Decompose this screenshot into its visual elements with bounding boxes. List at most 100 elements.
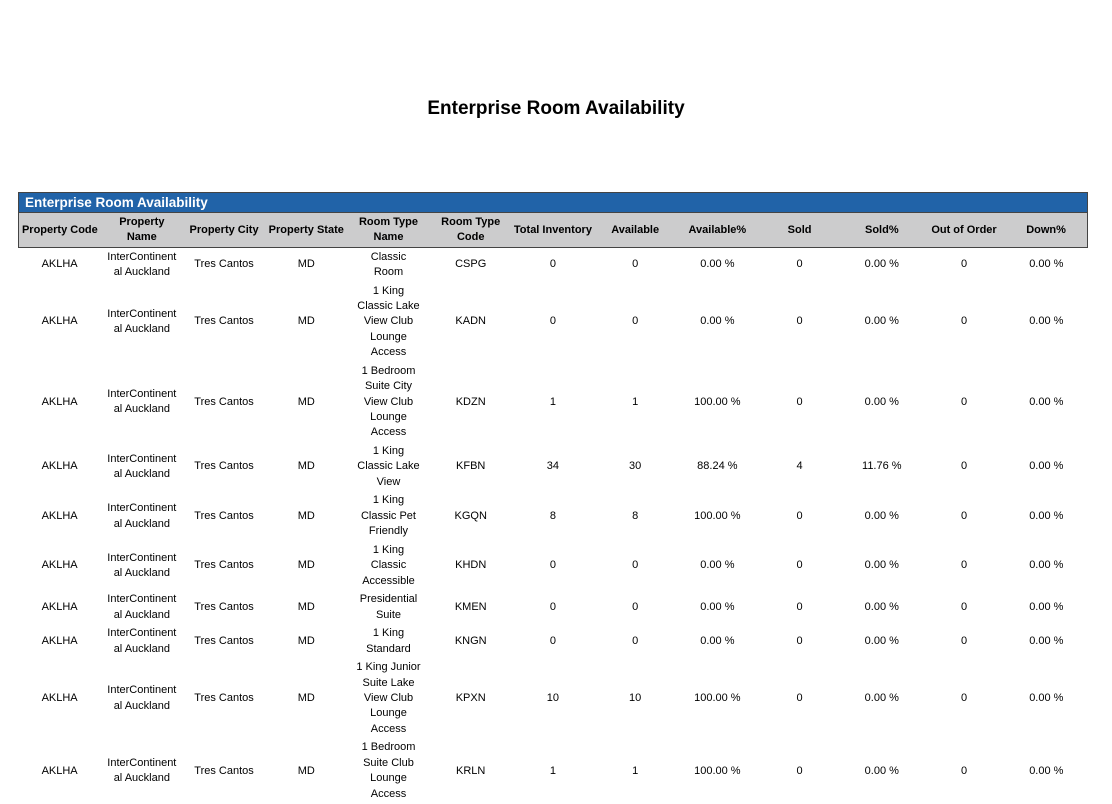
cell-property-city: Tres Cantos xyxy=(194,395,254,408)
cell-property-name: InterContinental Auckland xyxy=(101,739,183,804)
cell-available-pct: 100.00 % xyxy=(694,395,741,408)
cell-total-inventory: 0 xyxy=(549,559,556,572)
cell-total-inventory: 0 xyxy=(549,600,556,613)
cell-total-inventory: 0 xyxy=(549,258,556,271)
cell-property-city: Tres Cantos xyxy=(194,258,254,271)
cell-property-state: MD xyxy=(297,460,315,473)
cell-room-type-code: KPXN xyxy=(455,692,486,705)
cell-property-name: InterContinental Auckland xyxy=(101,282,183,362)
cell-property-state: MD xyxy=(297,764,315,777)
cell-sold: 0 xyxy=(796,764,803,777)
cell-down-pct: 0.00 % xyxy=(1029,692,1064,705)
cell-down-pct: 0.00 % xyxy=(1029,395,1064,408)
cell-out-of-order: 0 xyxy=(960,460,968,473)
cell-room-type-name: 1 King Classic Accessible xyxy=(347,541,429,590)
cell-property-code: AKLHA xyxy=(41,460,78,473)
cell-property-name: InterContinental Auckland xyxy=(101,625,183,659)
cell-room-type-code: KGQN xyxy=(454,509,487,522)
cell-property-state: MD xyxy=(297,559,315,572)
cell-sold: 0 xyxy=(796,258,803,271)
room-type-name-text: Classic Room xyxy=(370,250,407,278)
cell-property-state: MD xyxy=(297,634,315,647)
cell-property-code: AKLHA xyxy=(41,315,78,328)
cell-available: 8 xyxy=(632,509,639,522)
cell-property-name: InterContinental Auckland xyxy=(101,248,183,283)
cell-available: 0 xyxy=(632,634,639,647)
table-row: AKLHA InterContinental Auckland Tres Canto… xyxy=(19,659,1088,739)
column-header-property-city: Property City xyxy=(182,212,266,248)
cell-sold: 0 xyxy=(796,509,803,522)
column-header-out-of-order: Out of Order xyxy=(922,212,1006,248)
report-band-title: Enterprise Room Availability xyxy=(18,192,1088,212)
cell-available: 0 xyxy=(632,258,639,271)
table-row: AKLHA InterContinental Auckland Tres Canto… xyxy=(19,362,1088,442)
cell-room-type-name: 1 Bedroom Suite Club Lounge Access xyxy=(347,739,429,804)
cell-property-city: Tres Cantos xyxy=(194,692,254,705)
cell-down-pct: 0.00 % xyxy=(1029,315,1064,328)
table-row: AKLHA InterContinental Auckland Tres Canto… xyxy=(19,591,1088,625)
cell-sold-pct: 0.00 % xyxy=(864,764,899,777)
table-row: AKLHA InterContinental Auckland Tres Canto… xyxy=(19,282,1088,362)
cell-down-pct: 0.00 % xyxy=(1029,258,1064,271)
cell-down-pct: 0.00 % xyxy=(1029,600,1064,613)
cell-available: 1 xyxy=(632,395,639,408)
cell-room-type-code: KHDN xyxy=(455,559,487,572)
cell-total-inventory: 8 xyxy=(549,509,556,522)
cell-property-state: MD xyxy=(297,395,315,408)
cell-property-code: AKLHA xyxy=(41,559,78,572)
property-name-text: InterContinental Auckland xyxy=(107,593,177,621)
column-header-property-code: Property Code xyxy=(17,212,101,248)
cell-out-of-order: 0 xyxy=(960,395,968,408)
cell-property-city: Tres Cantos xyxy=(194,509,254,522)
cell-out-of-order: 0 xyxy=(960,258,968,271)
cell-out-of-order: 0 xyxy=(960,634,968,647)
room-type-name-text: 1 King Junior Suite Lake View Club Loung… xyxy=(356,661,421,735)
cell-room-type-name: Presidential Suite xyxy=(347,591,429,625)
column-header-available: Available xyxy=(594,212,677,248)
cell-sold: 4 xyxy=(796,460,803,473)
room-type-name-text: 1 King Classic Lake View xyxy=(357,445,420,488)
cell-room-type-name: 1 King Junior Suite Lake View Club Loung… xyxy=(347,659,429,739)
cell-sold: 0 xyxy=(796,692,803,705)
report-table-section: Enterprise Room Availability Property Co… xyxy=(17,192,1089,804)
cell-property-name: InterContinental Auckland xyxy=(101,659,183,739)
cell-property-state: MD xyxy=(297,315,315,328)
room-type-name-text: Presidential Suite xyxy=(359,593,418,621)
cell-out-of-order: 0 xyxy=(960,509,968,522)
cell-sold-pct: 0.00 % xyxy=(864,692,899,705)
cell-out-of-order: 0 xyxy=(960,559,968,572)
cell-property-state: MD xyxy=(297,258,315,271)
column-header-room-type-code: Room Type Code xyxy=(429,212,512,248)
cell-sold: 0 xyxy=(796,559,803,572)
room-type-name-text: 1 King Standard xyxy=(366,627,411,655)
cell-sold: 0 xyxy=(796,634,803,647)
cell-total-inventory: 34 xyxy=(546,460,560,473)
cell-room-type-name: 1 King Classic Lake View Club Lounge Acc… xyxy=(347,282,429,362)
cell-out-of-order: 0 xyxy=(960,764,968,777)
availability-table: Property Code Property Name Property City P… xyxy=(17,212,1089,804)
room-type-name-text: 1 King Classic Lake View Club Lounge Acc… xyxy=(357,284,420,359)
cell-sold-pct: 0.00 % xyxy=(864,600,899,613)
cell-available: 1 xyxy=(632,764,639,777)
cell-sold-pct: 0.00 % xyxy=(864,315,899,328)
cell-total-inventory: 1 xyxy=(549,764,556,777)
cell-room-type-code: KFBN xyxy=(456,460,486,473)
cell-sold: 0 xyxy=(796,395,803,408)
cell-sold-pct: 0.00 % xyxy=(864,509,899,522)
room-type-name-text: 1 King Classic Pet Friendly xyxy=(360,494,416,538)
cell-sold-pct: 0.00 % xyxy=(864,634,899,647)
cell-available-pct: 100.00 % xyxy=(694,692,741,705)
cell-out-of-order: 0 xyxy=(960,315,968,328)
cell-property-city: Tres Cantos xyxy=(194,559,254,572)
table-row: AKLHA InterContinental Auckland Tres Canto… xyxy=(19,541,1088,590)
property-name-text: InterContinental Auckland xyxy=(107,502,177,530)
table-row: AKLHA InterContinental Auckland Tres Canto… xyxy=(19,248,1088,283)
cell-property-city: Tres Cantos xyxy=(194,600,254,613)
cell-room-type-name: 1 King Standard xyxy=(347,625,429,659)
property-name-text: InterContinental Auckland xyxy=(107,756,177,785)
column-header-sold-pct: Sold% xyxy=(840,212,923,248)
cell-sold-pct: 0.00 % xyxy=(864,395,899,408)
property-name-text: InterContinental Auckland xyxy=(107,627,177,655)
cell-available-pct: 0.00 % xyxy=(700,315,735,328)
cell-sold: 0 xyxy=(796,600,803,613)
